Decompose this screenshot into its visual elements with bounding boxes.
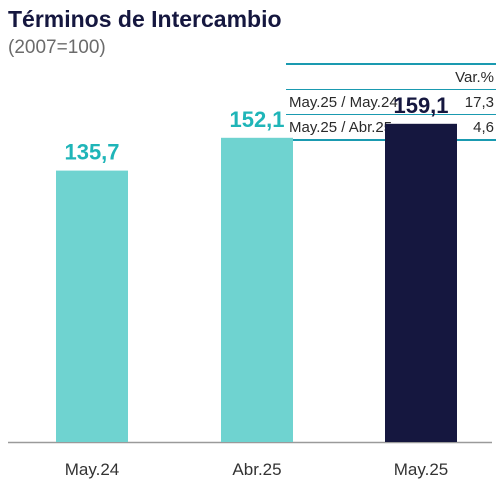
x-tick-label: May.25 <box>394 460 449 479</box>
bar <box>221 137 293 443</box>
variation-row-label: May.25 / May.24 <box>289 93 398 111</box>
x-tick-label: May.24 <box>65 460 120 479</box>
variation-row-value: 4,6 <box>473 118 494 136</box>
bar-value-label: 159,1 <box>393 93 448 118</box>
variation-table-header: Var.% <box>455 68 494 86</box>
chart-subtitle: (2007=100) <box>8 37 106 58</box>
bar-value-label: 152,1 <box>229 107 284 132</box>
chart-title: Términos de Intercambio <box>8 6 282 32</box>
bar-value-label: 135,7 <box>64 140 119 165</box>
variation-table: Var.% May.25 / May.24 17,3 May.25 / Abr.… <box>286 63 496 141</box>
variation-table-row: May.25 / May.24 17,3 <box>286 89 496 115</box>
variation-table-header-row: Var.% <box>286 64 496 90</box>
variation-row-value: 17,3 <box>464 93 494 111</box>
variation-row-label: May.25 / Abr.25 <box>289 118 393 136</box>
x-tick-label: Abr.25 <box>232 460 281 479</box>
bar <box>56 170 128 442</box>
bar <box>385 123 457 443</box>
